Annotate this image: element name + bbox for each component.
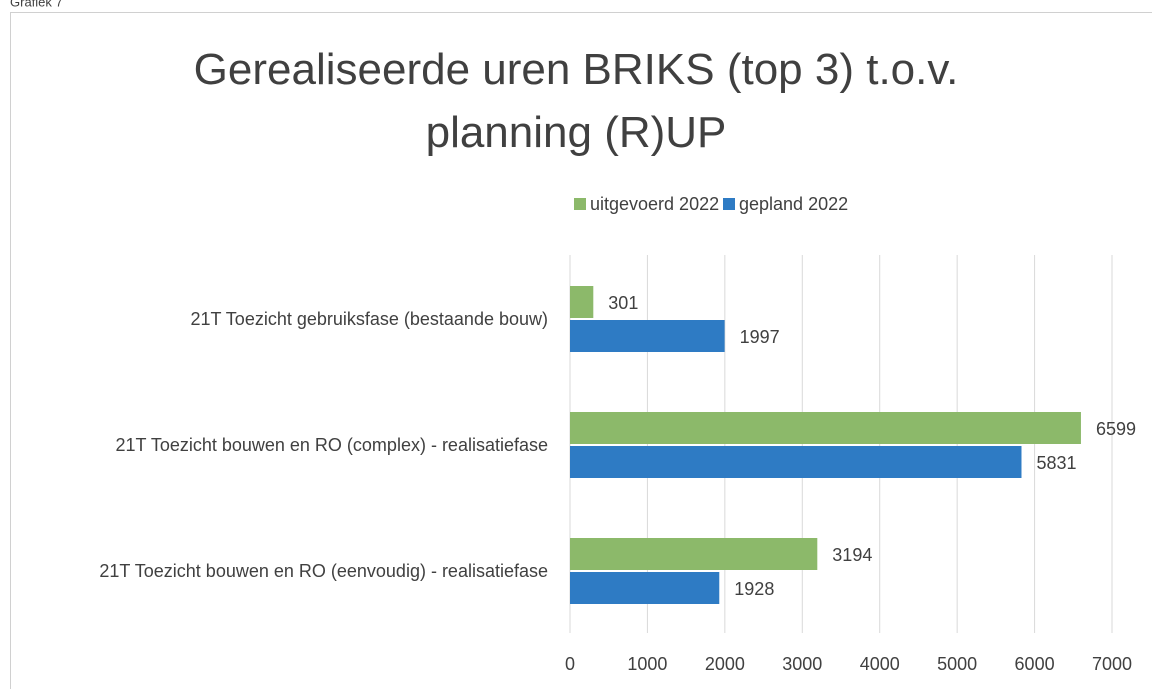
bar [570, 538, 818, 570]
category-label: 21T Toezicht gebruiksfase (bestaande bou… [190, 307, 548, 331]
bar [570, 412, 1081, 444]
bar [570, 320, 725, 352]
value-label: 5831 [1036, 453, 1076, 473]
value-label: 1928 [734, 579, 774, 599]
legend-swatch [723, 198, 735, 210]
x-tick-label: 0 [565, 654, 575, 674]
category-text: 21T Toezicht bouwen en RO (eenvoudig) - … [99, 561, 548, 581]
category-text: 21T Toezicht gebruiksfase (bestaande bou… [190, 309, 548, 329]
legend-label: uitgevoerd 2022 [590, 194, 719, 214]
value-label: 301 [608, 293, 638, 313]
category-label: 21T Toezicht bouwen en RO (eenvoudig) - … [99, 559, 548, 583]
category-text: 21T Toezicht bouwen en RO (complex) - re… [115, 435, 548, 455]
x-tick-label: 6000 [1015, 654, 1055, 674]
chart-title: Gerealiseerde uren BRIKS (top 3) t.o.v. p… [194, 45, 959, 157]
bar [570, 286, 594, 318]
value-label: 6599 [1096, 419, 1136, 439]
x-tick-label: 7000 [1092, 654, 1132, 674]
category-label: 21T Toezicht bouwen en RO (complex) - re… [115, 433, 548, 457]
value-label: 3194 [832, 545, 872, 565]
legend-label: gepland 2022 [739, 194, 848, 214]
caption: Grafiek 7 [10, 0, 63, 9]
x-tick-label: 4000 [860, 654, 900, 674]
x-tick-label: 1000 [627, 654, 667, 674]
bar [570, 572, 720, 604]
bar [570, 446, 1022, 478]
x-tick-label: 2000 [705, 654, 745, 674]
x-tick-label: 5000 [937, 654, 977, 674]
legend-swatch [574, 198, 586, 210]
x-tick-label: 3000 [782, 654, 822, 674]
value-label: 1997 [740, 327, 780, 347]
